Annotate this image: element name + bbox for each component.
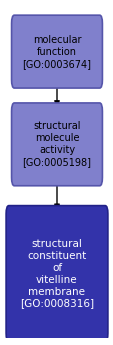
Text: molecular
function
[GO:0003674]: molecular function [GO:0003674]	[22, 34, 91, 69]
FancyBboxPatch shape	[12, 15, 101, 88]
FancyBboxPatch shape	[12, 103, 101, 186]
FancyBboxPatch shape	[6, 206, 107, 342]
Text: structural
molecule
activity
[GO:0005198]: structural molecule activity [GO:0005198…	[22, 121, 91, 167]
Text: structural
constituent
of
vitelline
membrane
[GO:0008316]: structural constituent of vitelline memb…	[20, 238, 93, 308]
